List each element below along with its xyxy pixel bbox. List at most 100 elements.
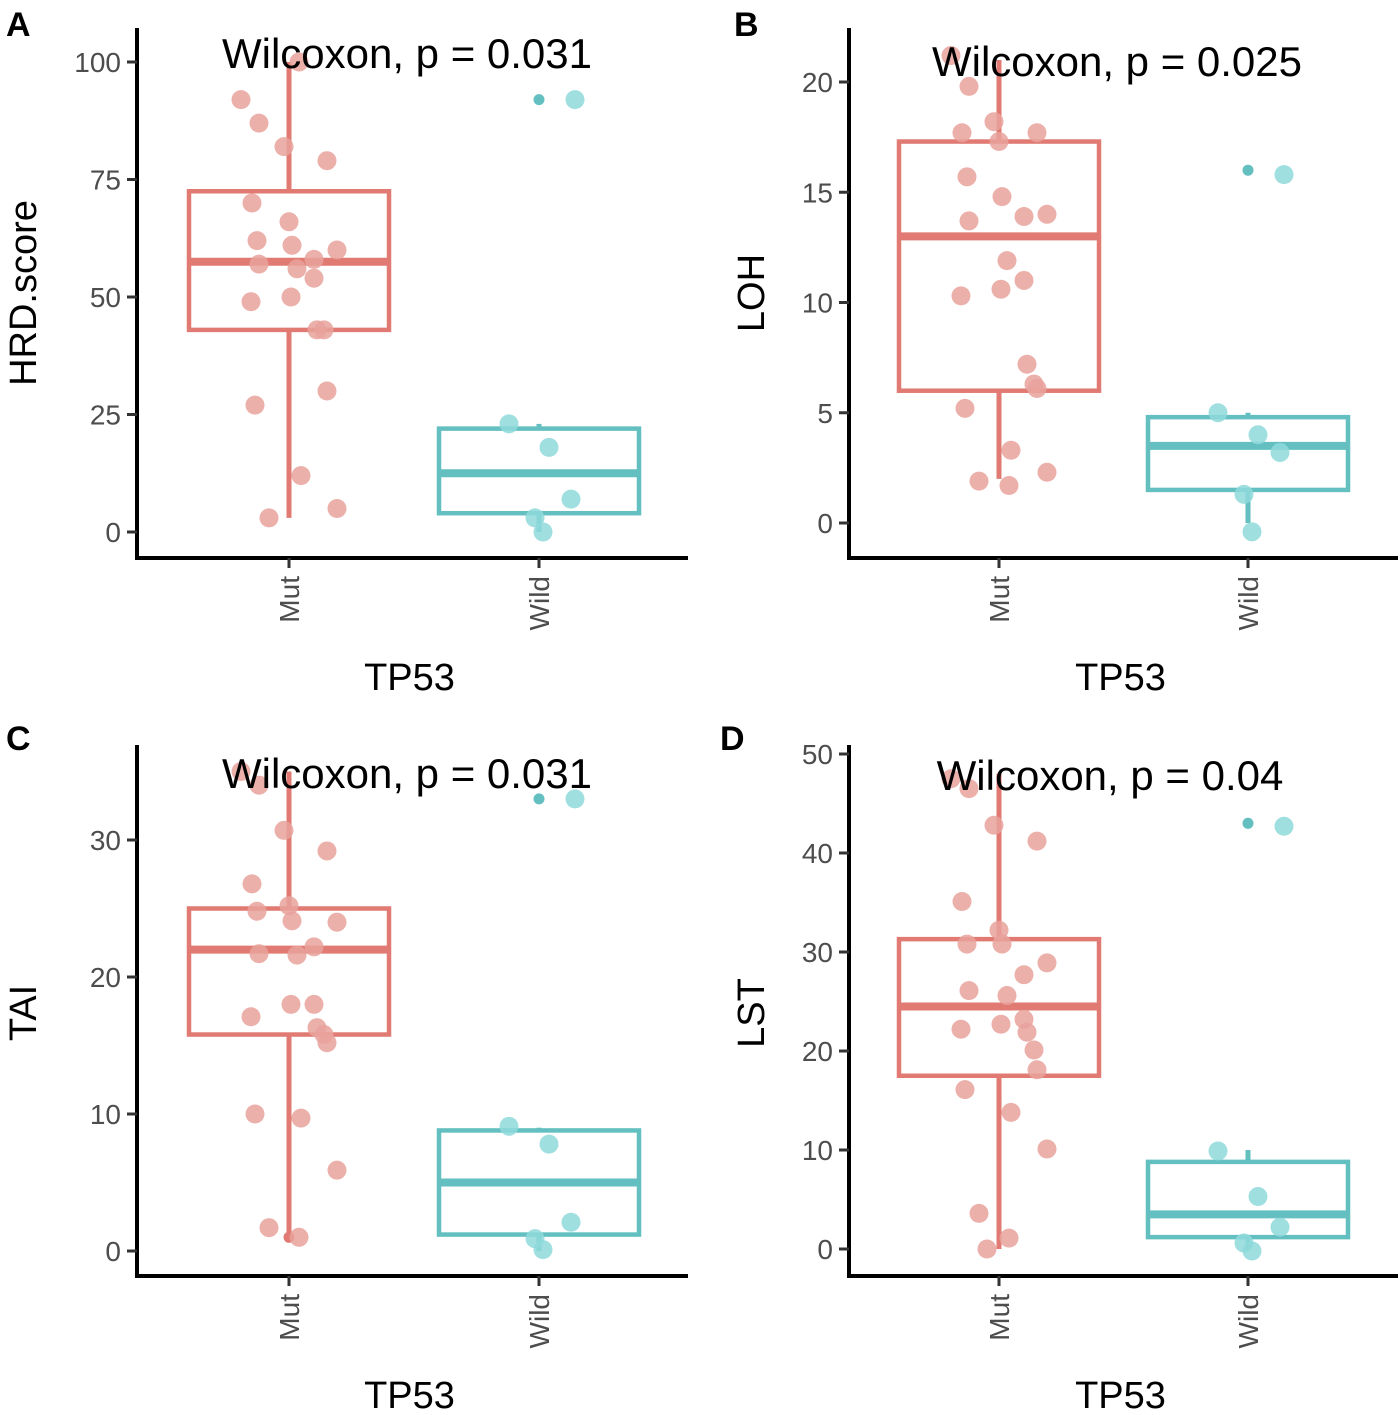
data-point	[941, 769, 961, 789]
data-point	[249, 775, 269, 795]
data-point	[279, 212, 299, 232]
chart-title: Wilcoxon, p = 0.04	[937, 752, 1284, 799]
data-point	[955, 398, 975, 418]
data-point	[241, 1007, 261, 1027]
y-tick-label: 20	[802, 67, 833, 98]
y-tick-label: 100	[74, 47, 121, 78]
data-point	[1242, 522, 1262, 542]
data-point	[951, 286, 971, 306]
points-mut	[941, 46, 1057, 496]
data-point	[499, 1116, 519, 1136]
data-point	[259, 508, 279, 528]
x-axis-title: TP53	[1075, 657, 1166, 699]
data-point	[1248, 425, 1268, 445]
y-tick-label: 15	[802, 177, 833, 208]
data-point	[525, 508, 545, 528]
panel-b: B 0 5 10 15 20 Mut Wild TP53 LOH Wilcoxon, p = 0.0…	[731, 6, 1398, 699]
data-point	[289, 52, 309, 72]
chart-title: Wilcoxon, p = 0.031	[222, 30, 592, 77]
chart-title: Wilcoxon, p = 0.025	[932, 38, 1302, 85]
box-iqr	[1145, 1159, 1351, 1240]
data-point	[281, 994, 301, 1014]
data-point	[992, 934, 1012, 954]
data-point	[997, 986, 1017, 1006]
panel-letter: D	[720, 720, 745, 758]
box-wild	[436, 94, 642, 532]
data-point	[259, 1218, 279, 1238]
data-point	[317, 381, 337, 401]
outlier-point	[1242, 164, 1254, 176]
data-point	[242, 193, 262, 213]
panel-letter: C	[6, 720, 31, 758]
y-tick-label: 10	[802, 288, 833, 319]
data-point	[245, 1104, 265, 1124]
data-point	[274, 820, 294, 840]
data-point	[955, 1080, 975, 1100]
data-point	[287, 945, 307, 965]
data-point	[1242, 1241, 1262, 1261]
data-point	[317, 151, 337, 171]
x-tick-label-wild: Wild	[1233, 1294, 1264, 1348]
data-point	[327, 499, 347, 518]
y-tick-label: 30	[90, 825, 121, 856]
data-point	[249, 113, 269, 133]
data-point	[999, 476, 1019, 496]
y-tick-label: 5	[817, 398, 833, 429]
x-axis-title: TP53	[364, 1375, 455, 1415]
data-point	[327, 912, 347, 932]
data-point	[1014, 270, 1034, 290]
data-point	[969, 471, 989, 491]
data-point	[1027, 378, 1047, 398]
data-point	[249, 254, 269, 274]
x-tick-label-mut: Mut	[984, 1294, 1015, 1341]
data-point	[959, 981, 979, 1001]
data-point	[951, 1019, 971, 1039]
data-point	[304, 994, 324, 1014]
data-point	[1017, 1022, 1037, 1042]
box-mut	[186, 62, 392, 518]
data-point	[941, 46, 961, 66]
data-point	[1017, 354, 1037, 374]
points-wild	[499, 90, 585, 542]
data-point	[314, 320, 334, 340]
data-point	[327, 240, 347, 260]
data-point	[989, 132, 1009, 152]
data-point	[304, 937, 324, 957]
data-point	[247, 901, 267, 921]
x-tick-label-mut: Mut	[984, 576, 1015, 623]
data-point	[1208, 403, 1228, 423]
outlier-point	[1242, 817, 1254, 829]
y-tick-label: 50	[802, 739, 833, 770]
data-point	[1274, 165, 1294, 185]
data-point	[1037, 204, 1057, 224]
box-wild	[1145, 164, 1351, 523]
y-tick-label: 0	[817, 508, 833, 539]
y-tick-label: 0	[105, 517, 121, 548]
y-axis-title: TAI	[3, 985, 45, 1041]
data-point	[1234, 484, 1254, 504]
points-wild	[1208, 165, 1294, 542]
data-point	[999, 1228, 1019, 1248]
y-tick-label: 10	[802, 1135, 833, 1166]
data-point	[992, 187, 1012, 207]
y-tick-label: 0	[817, 1234, 833, 1265]
panel-c: C 0 10 20 30 Mut Wild TP53 TAI Wilcoxon, p = 0.03…	[3, 720, 688, 1415]
x-tick-label-wild: Wild	[524, 576, 555, 630]
data-point	[1270, 1217, 1290, 1237]
data-point	[1037, 462, 1057, 482]
data-point	[539, 437, 559, 457]
box-iqr	[1145, 414, 1351, 493]
data-point	[977, 1239, 997, 1259]
data-point	[499, 414, 519, 434]
data-point	[279, 896, 299, 916]
panel-a: A 0 25 50 75 100 Mut Wild TP53 HRD.score Wilcoxon,…	[3, 6, 688, 699]
data-point	[282, 911, 302, 931]
y-tick-label: 20	[90, 962, 121, 993]
data-point	[1274, 816, 1294, 836]
data-point	[1208, 1141, 1228, 1161]
data-point	[984, 815, 1004, 835]
panel-letter: A	[6, 6, 31, 44]
points-mut	[231, 52, 347, 528]
data-point	[1001, 440, 1021, 460]
data-point	[245, 395, 265, 415]
